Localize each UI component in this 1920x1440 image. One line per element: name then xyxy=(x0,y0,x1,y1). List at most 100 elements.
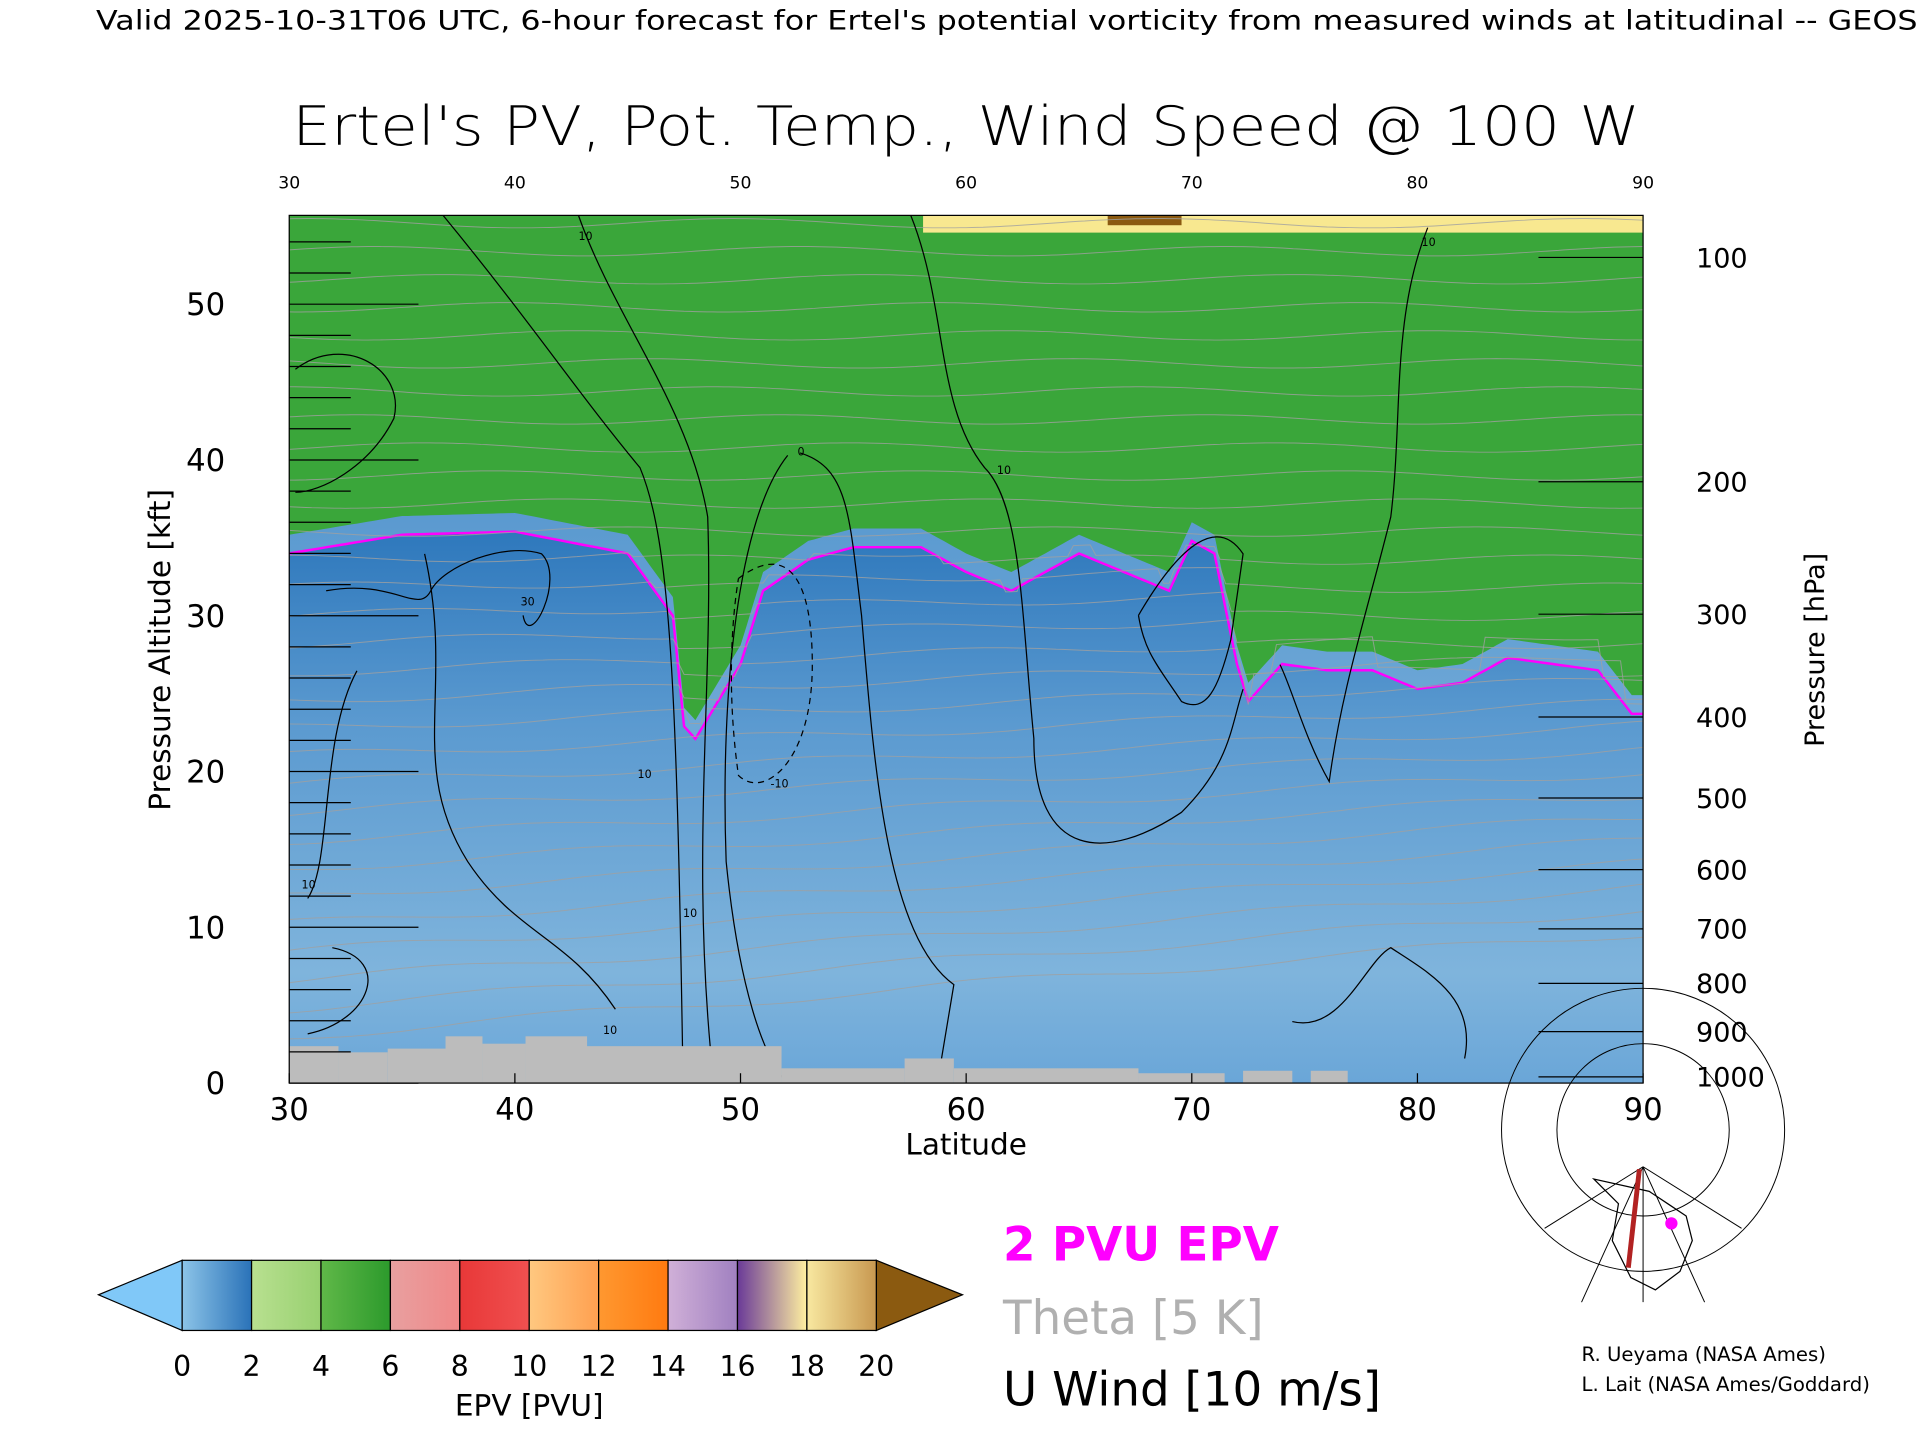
y-tick-label: 0 xyxy=(206,1066,226,1102)
wind-contour-label: 10 xyxy=(638,768,652,781)
terrain-mask xyxy=(781,1068,905,1084)
theta-contour xyxy=(289,698,1644,753)
theta-contour xyxy=(289,883,1644,984)
location-marker xyxy=(1665,1217,1678,1230)
terrain-mask xyxy=(482,1043,526,1084)
colorbar-segment xyxy=(736,1259,808,1332)
theta-contour xyxy=(289,720,1644,784)
colorbar-tick-label: 4 xyxy=(312,1350,330,1383)
theta-contour xyxy=(289,358,1644,369)
x-tick-label: 40 xyxy=(495,1092,534,1128)
wind-contour-label: 30 xyxy=(521,596,535,609)
terrain-mask xyxy=(1138,1073,1225,1084)
colorbar-segment xyxy=(250,1259,322,1332)
terrain-mask xyxy=(584,1046,782,1084)
theta-contour xyxy=(289,302,1644,313)
wind-contour-label: 10 xyxy=(578,230,592,243)
wind-contour xyxy=(910,215,1244,844)
chart-title: Ertel's PV, Pot. Temp., Wind Speed @ 100… xyxy=(292,95,1640,158)
colorbar-over-triangle xyxy=(875,1259,965,1332)
credit-1: R. Ueyama (NASA Ames) xyxy=(1582,1343,1826,1366)
theta-contour xyxy=(289,746,1644,816)
terrain-mask xyxy=(525,1036,588,1084)
wind-contour xyxy=(1292,946,1468,1059)
terrain-mask xyxy=(904,1058,954,1084)
wind-contour xyxy=(577,215,715,1084)
legend-theta: Theta [5 K] xyxy=(1002,1292,1264,1346)
y-tick-label: 30 xyxy=(186,599,225,635)
wind-contour xyxy=(1279,227,1429,784)
header-text: Valid 2025-10-31T06 UTC, 6-hour forecast… xyxy=(96,6,1918,37)
colorbar-segment xyxy=(459,1259,530,1332)
theta-contour xyxy=(289,274,1644,285)
wind-contour-label: 10 xyxy=(302,879,316,892)
colorbar-tick-label: 8 xyxy=(451,1350,469,1383)
terrain-mask xyxy=(338,1052,388,1084)
theta-contour xyxy=(289,678,1644,728)
theta-contour xyxy=(289,774,1644,846)
y-tick-label: 10 xyxy=(186,910,225,946)
colorbar-label: EPV [PVU] xyxy=(455,1388,604,1422)
top-x-tick-label: 70 xyxy=(1181,173,1203,193)
theta-contour xyxy=(289,498,1644,509)
theta-contour xyxy=(289,911,1644,1014)
colorbar: 0 2 4 6 8 10 12 14 16 18 20 xyxy=(96,1259,965,1383)
wind-contour xyxy=(724,455,789,1084)
wind-contour xyxy=(307,947,369,1035)
theta-contour xyxy=(289,217,1644,229)
wind-contour-label: 10 xyxy=(1422,236,1436,249)
theta-contour xyxy=(289,656,1644,705)
colorbar-tick-label: 14 xyxy=(650,1350,686,1383)
wind-contour xyxy=(442,215,684,1084)
pressure-tick-label: 200 xyxy=(1696,468,1748,499)
wind-contour-label: 0 xyxy=(798,445,805,458)
wind-contour-label: -10 xyxy=(770,778,788,791)
colorbar-segment xyxy=(667,1259,739,1332)
wind-contour-label: 10 xyxy=(683,907,697,920)
credit-2: L. Lait (NASA Ames/Goddard) xyxy=(1582,1373,1870,1396)
colorbar-tick-label: 0 xyxy=(173,1350,191,1383)
wind-contour xyxy=(730,563,813,784)
y-tick-label: 20 xyxy=(186,755,225,791)
x-tick-label: 60 xyxy=(947,1092,986,1128)
x-tick-label: 50 xyxy=(721,1092,760,1128)
colorbar-tick-label: 12 xyxy=(581,1350,617,1383)
wind-contour-label: 10 xyxy=(997,464,1011,477)
top-x-tick-label: 80 xyxy=(1406,173,1428,193)
wind-contour xyxy=(799,452,955,1059)
pressure-tick-label: 800 xyxy=(1696,969,1748,1000)
x-tick-label: 90 xyxy=(1624,1092,1663,1128)
colorbar-tick-label: 18 xyxy=(789,1350,825,1383)
colorbar-segment xyxy=(389,1259,461,1332)
pressure-tick-label: 400 xyxy=(1696,703,1748,734)
locator-map xyxy=(1501,987,1786,1303)
theta-contour xyxy=(289,567,1644,593)
terrain-mask xyxy=(1243,1070,1293,1084)
terrain-mask xyxy=(445,1036,483,1084)
wind-contour xyxy=(326,549,551,626)
pressure-tick-label: 600 xyxy=(1696,856,1748,887)
colorbar-tick-label: 10 xyxy=(511,1350,547,1383)
theta-contour xyxy=(289,818,1644,895)
theta-contour xyxy=(289,386,1644,397)
theta-contour xyxy=(289,414,1644,425)
plot-area: 10 0 10 10 30 10 -10 10 10 10 xyxy=(289,215,1644,1084)
pressure-tick-label: 900 xyxy=(1696,1018,1748,1049)
cross-section-line xyxy=(1625,1168,1642,1268)
colorbar-tick-label: 20 xyxy=(858,1350,894,1383)
colorbar-segment xyxy=(598,1259,669,1332)
colorbar-under-triangle xyxy=(96,1259,183,1332)
colorbar-tick-label: 6 xyxy=(381,1350,399,1383)
band-top-brown xyxy=(1107,215,1182,226)
x-tick-label: 30 xyxy=(270,1092,309,1128)
pressure-tick-label: 300 xyxy=(1696,600,1748,631)
top-x-tick-label: 40 xyxy=(504,173,526,193)
legend-wind: U Wind [10 m/s] xyxy=(1003,1364,1381,1418)
theta-contour xyxy=(289,544,1644,565)
theta-contour xyxy=(289,442,1644,453)
legend-epv: 2 PVU EPV xyxy=(1003,1218,1279,1272)
top-x-tick-label: 50 xyxy=(730,173,752,193)
wind-contour xyxy=(295,353,396,493)
colorbar-segment xyxy=(806,1259,877,1332)
x-axis-label: Latitude xyxy=(905,1127,1026,1161)
